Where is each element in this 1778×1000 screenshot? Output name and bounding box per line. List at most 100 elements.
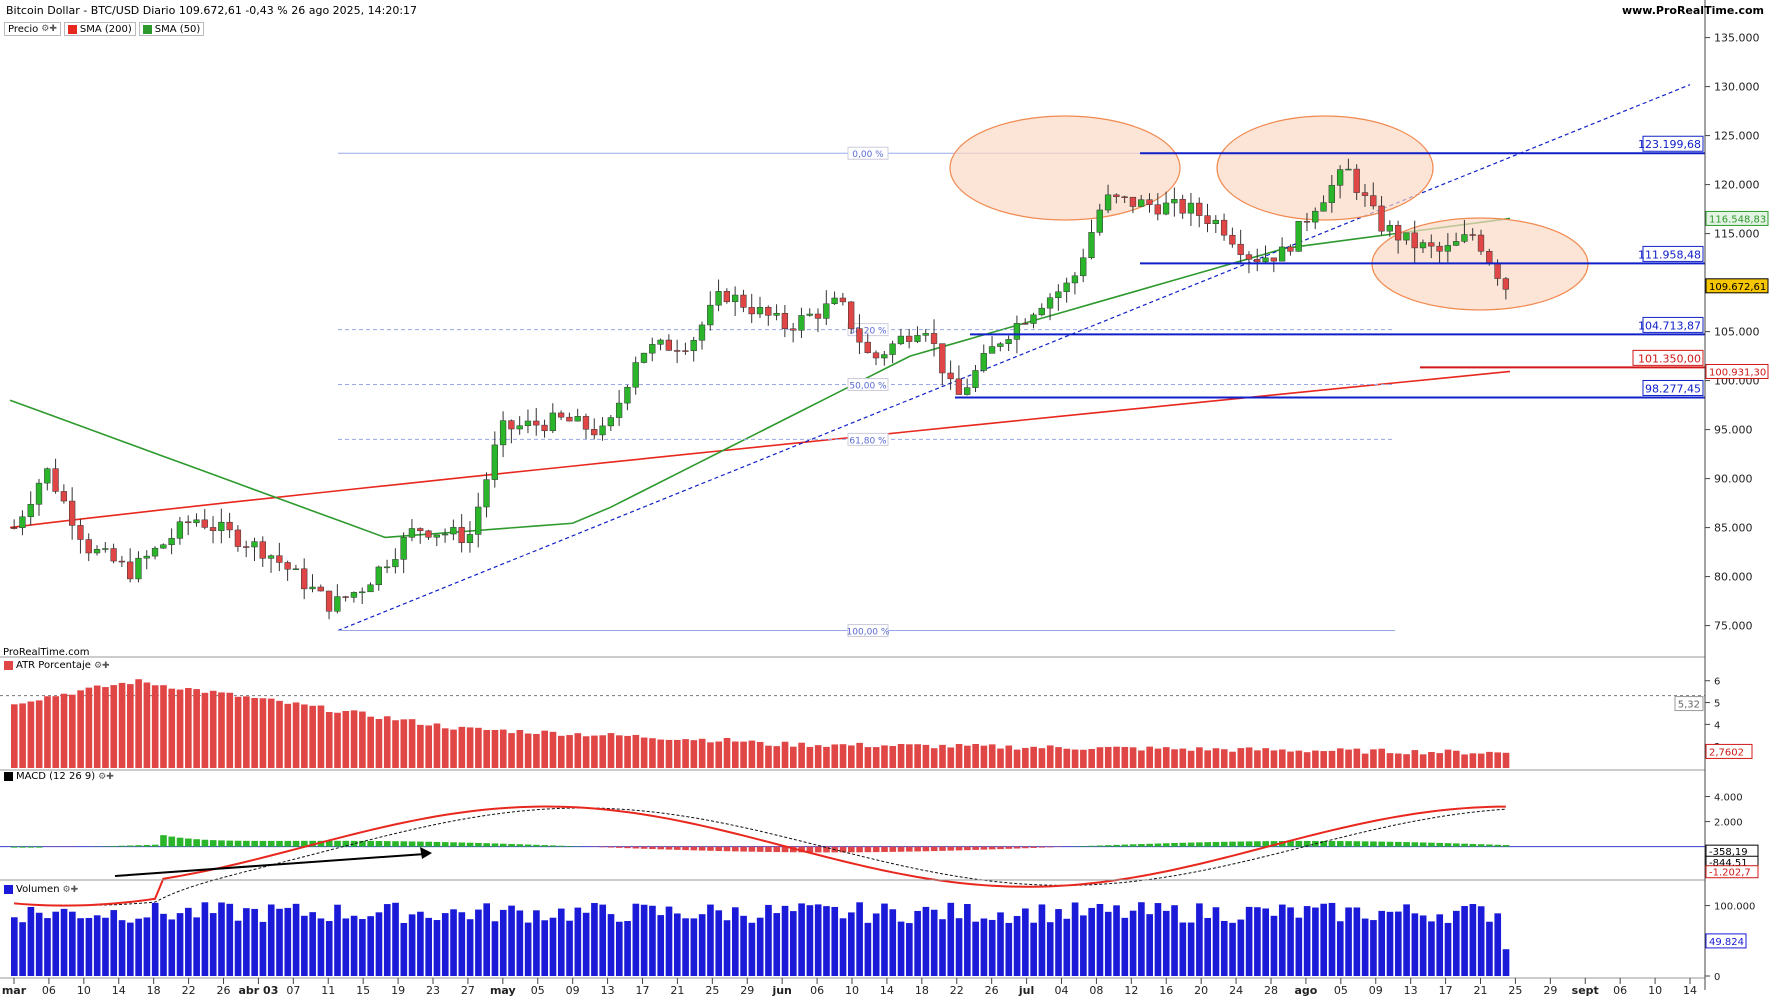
macd-hist-bar <box>1038 846 1046 848</box>
candle-body <box>1477 234 1485 252</box>
candle-body <box>160 544 167 549</box>
volume-bar <box>624 921 631 976</box>
macd-line <box>14 805 1506 907</box>
volume-bar <box>1179 922 1187 976</box>
macd-hist-bar <box>1328 841 1336 847</box>
macd-hist-bar <box>1303 840 1311 847</box>
atr-bar <box>574 733 582 768</box>
atr-bar <box>856 742 863 768</box>
legend-atr-label: ATR Porcentaje <box>16 660 91 671</box>
settings-icon[interactable]: ⚙✚ <box>41 24 57 34</box>
candle-body <box>972 370 979 388</box>
atr-bar <box>1320 751 1328 768</box>
macd-legend[interactable]: MACD (12 26 9) ⚙✚ <box>4 771 114 782</box>
candle-body <box>632 362 639 388</box>
volume-bar <box>1502 949 1510 976</box>
atr-bar <box>790 746 797 768</box>
volume-bar <box>1345 907 1352 976</box>
vol-value-box <box>1705 933 1747 949</box>
macd-hist-bar <box>11 846 18 848</box>
macd-hist-bar <box>1187 842 1195 847</box>
atr-bar <box>1179 748 1187 768</box>
macd-hist-bar <box>1378 841 1386 847</box>
macd-tick-label: 2.000 <box>1714 818 1743 829</box>
atr-bar <box>466 727 474 768</box>
volume-bar <box>383 904 391 976</box>
volume-bar <box>707 904 714 976</box>
volume-bar <box>839 918 847 976</box>
macd-hist-bar <box>773 846 781 853</box>
atr-bar <box>1353 748 1361 768</box>
macd-hist-bar <box>209 840 217 847</box>
fib-label-box <box>847 624 889 637</box>
volume-bar <box>359 919 366 976</box>
macd-hist-bar <box>1245 841 1253 847</box>
macd-hist-bar <box>1386 841 1394 847</box>
fib-label: 50,00 % <box>849 382 887 392</box>
atr-bar <box>1030 746 1037 768</box>
atr-bar <box>433 723 441 768</box>
sma50-value-tag-box <box>1705 210 1769 226</box>
y-tick-label: 135.000 <box>1714 32 1760 45</box>
candle-body <box>1486 251 1493 264</box>
volume-bar <box>11 917 18 976</box>
macd-hist-bar <box>185 838 192 847</box>
atr-bar <box>1394 753 1402 768</box>
volume-bar <box>1486 921 1493 976</box>
atr-bar <box>930 748 938 768</box>
settings-icon[interactable]: ⚙✚ <box>93 660 110 671</box>
atr-bar <box>27 701 35 768</box>
volume-bar <box>980 918 988 976</box>
atr-bar <box>624 735 631 768</box>
macd-hist-bar <box>640 846 648 849</box>
x-tick-label: mar <box>2 984 27 997</box>
candle-body <box>1171 198 1178 204</box>
volume-bar <box>425 917 432 976</box>
x-tick-label: 07 <box>286 984 300 997</box>
volume-bar <box>1063 918 1071 976</box>
candle-body <box>707 304 714 326</box>
candle-body <box>640 352 648 363</box>
volume-legend[interactable]: Volumen ⚙✚ <box>4 884 78 895</box>
y-tick-label: 90.000 <box>1714 473 1753 486</box>
atr-bar <box>441 728 449 768</box>
price-legend[interactable]: Precio ⚙✚ SMA (200) SMA (50) <box>4 22 205 36</box>
macd-hist-bar <box>1502 845 1510 847</box>
settings-icon[interactable]: ⚙✚ <box>98 771 114 782</box>
settings-icon[interactable]: ⚙✚ <box>62 884 79 895</box>
atr-bar <box>823 746 830 768</box>
volume-bar <box>1138 902 1145 976</box>
atr-bar <box>292 702 300 768</box>
volume-bar <box>1320 903 1328 976</box>
fib-label: 100,00 % <box>847 628 890 638</box>
atr-bar <box>748 740 756 768</box>
macd-hist-bar <box>1212 841 1220 847</box>
candle-body <box>997 343 1004 347</box>
candle-body <box>1444 245 1451 252</box>
atr-bar <box>118 682 126 768</box>
candle-body <box>1088 232 1095 259</box>
candle-body <box>906 335 913 342</box>
atr-bar <box>591 735 598 768</box>
atr-bar <box>848 745 855 768</box>
macd-hist-bar <box>748 846 756 852</box>
atr-legend[interactable]: ATR Porcentaje ⚙✚ <box>4 660 110 671</box>
volume-bar <box>234 920 242 976</box>
candle-body <box>549 412 556 432</box>
macd-hist-bar <box>781 846 789 853</box>
candle-body <box>541 424 548 432</box>
atr-bar <box>988 744 996 768</box>
volume-bar <box>367 916 374 976</box>
candle-body <box>392 559 399 568</box>
candle-body <box>466 534 474 543</box>
volume-bar <box>1162 910 1170 976</box>
candle-body <box>1494 263 1501 279</box>
volume-bar <box>102 917 109 976</box>
macd-hist-bar <box>1353 841 1361 847</box>
candle-body <box>1436 245 1443 252</box>
atr-bar <box>632 734 640 768</box>
atr-bar <box>1262 748 1270 768</box>
atr-bar <box>947 747 955 768</box>
candle-body <box>475 506 482 535</box>
